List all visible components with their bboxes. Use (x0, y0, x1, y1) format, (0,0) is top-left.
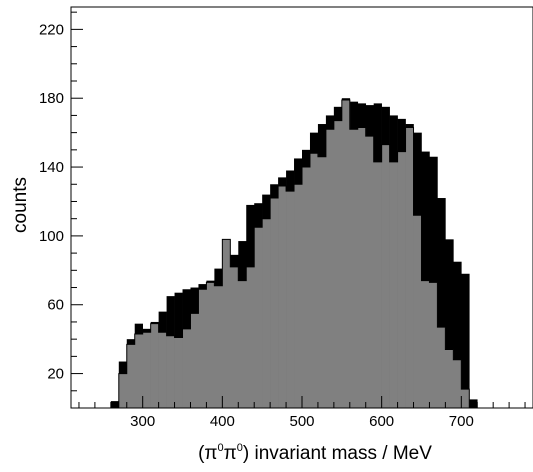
histogram-bar (453, 261, 462, 408)
histogram-bar (134, 334, 143, 408)
histogram-bar (294, 184, 303, 408)
histogram-bar (166, 335, 175, 408)
histogram-bar (469, 399, 478, 408)
histogram-outline (118, 99, 478, 409)
histogram-bar (325, 129, 335, 408)
gray-bars (118, 99, 478, 409)
histogram-bar (214, 285, 223, 408)
histogram-bar (453, 359, 462, 408)
histogram-bar (317, 156, 327, 408)
x-tick-label: 500 (289, 413, 314, 430)
histogram-bar (118, 373, 128, 408)
y-tick-label: 60 (47, 297, 64, 314)
x-tick-label: 700 (449, 413, 474, 430)
histogram-bar (413, 215, 422, 408)
histogram-bar (246, 266, 255, 408)
x-tick-label: 600 (369, 413, 394, 430)
x-tick-label: 300 (130, 413, 155, 430)
histogram-bar (206, 282, 215, 408)
histogram-bar (309, 153, 319, 408)
histogram-bar (421, 151, 430, 408)
y-tick-label: 140 (39, 159, 64, 176)
histogram-bar (302, 167, 311, 408)
y-tick-label: 220 (39, 21, 64, 38)
histogram-bar (182, 328, 191, 408)
histogram-bar (278, 185, 287, 408)
histogram-bar (270, 198, 279, 408)
histogram-bar (174, 337, 183, 408)
y-tick-label: 100 (39, 228, 64, 245)
x-axis: 300 400 500 600 700 (78, 396, 526, 430)
histogram-bar (445, 239, 454, 408)
x-tick-label: 400 (210, 413, 235, 430)
x-axis-title-rest: invariant mass / MeV (249, 443, 432, 464)
histogram-bar (365, 136, 374, 408)
histogram-bar (222, 239, 231, 408)
histogram-bar (254, 227, 263, 408)
histogram-bar (126, 344, 136, 408)
histogram-bar (437, 198, 446, 408)
histogram-bar (429, 282, 438, 408)
x-axis-title-open: ( (198, 443, 205, 464)
histogram-bar (381, 144, 390, 408)
histogram-bar (389, 161, 398, 408)
histogram-bar (437, 327, 446, 408)
histogram-bar (341, 99, 351, 408)
histogram-bar (373, 161, 382, 408)
y-tick-label: 20 (47, 366, 64, 383)
y-axis-title: counts (10, 177, 31, 233)
histogram-bar (230, 266, 239, 408)
histogram-bar (461, 273, 470, 408)
histogram-bar (333, 120, 343, 408)
histogram-bar (421, 280, 430, 408)
x-axis-title-sup-2: 0 (237, 442, 243, 454)
histogram-bar (349, 129, 359, 408)
histogram-bar (286, 191, 295, 408)
y-axis: 20 60 100 140 180 220 (39, 11, 83, 392)
x-axis-title-close: ) (243, 443, 249, 464)
histogram-bar (397, 151, 406, 408)
histogram-bar (445, 349, 454, 408)
x-axis-title: (π0π0) invariant mass / MeV (198, 442, 432, 464)
histogram-bar (150, 323, 159, 408)
histogram-bar (357, 127, 367, 408)
x-axis-title-pi-2: π (224, 443, 237, 464)
histogram-bar (142, 332, 151, 408)
histogram-bar (262, 218, 271, 408)
histogram-bar (110, 401, 120, 408)
histogram-bar (405, 127, 414, 408)
x-axis-title-pi-1: π (204, 443, 217, 464)
histogram-bar (158, 332, 167, 408)
x-axis-title-sup-1: 0 (218, 442, 224, 454)
histogram-bar (461, 389, 470, 408)
histogram-bar (190, 313, 199, 408)
histogram-bar (238, 280, 247, 408)
histogram-bar (198, 289, 207, 408)
y-tick-label: 180 (39, 90, 64, 107)
